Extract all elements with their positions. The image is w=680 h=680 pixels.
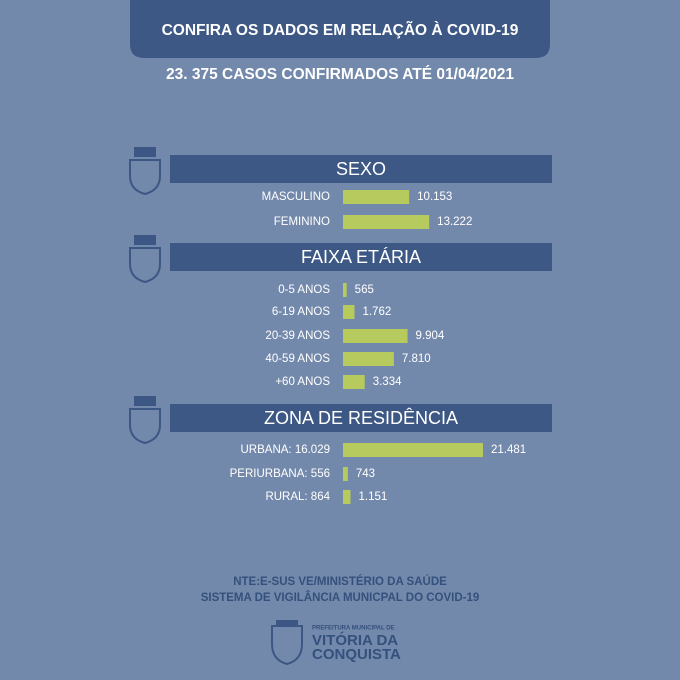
title-banner (130, 0, 550, 58)
crest-crown (134, 147, 156, 157)
logo: PREFEITURA MUNICIPAL DE VITÓRIA DA CONQU… (271, 620, 401, 666)
section-header (170, 243, 552, 271)
bar (343, 352, 394, 366)
value-label: 9.904 (416, 330, 445, 342)
category-label: RURAL: 864 (265, 491, 330, 503)
category-label: 20-39 ANOS (265, 330, 330, 342)
crest-shield (129, 159, 161, 196)
bar (343, 375, 365, 389)
category-label: +60 ANOS (275, 376, 330, 388)
title: CONFIRA OS DADOS EM RELAÇÃO À COVID-19 (162, 21, 519, 39)
crest-icon (129, 396, 161, 445)
category-label: PERIURBANA: 556 (230, 468, 330, 480)
system: SISTEMA DE VIGILÂNCIA MUNICPAL DO COVID-… (201, 591, 480, 604)
logo-top: PREFEITURA MUNICIPAL DE (312, 626, 395, 632)
logo-line2: CONQUISTA (312, 646, 401, 663)
bar (343, 283, 347, 297)
value-label: 13.222 (437, 216, 472, 228)
category-label: FEMININO (274, 216, 330, 228)
section-title: ZONA DE RESIDÊNCIA (264, 408, 458, 428)
bar (343, 215, 430, 229)
value-label: 3.334 (373, 376, 402, 388)
value-label: 1.151 (359, 491, 388, 503)
value-label: 1.762 (362, 306, 391, 318)
crest-icon (129, 147, 161, 196)
bar (343, 305, 355, 319)
crest-shield (129, 247, 161, 284)
logo-line1: VITÓRIA DA (312, 631, 398, 649)
category-label: 0-5 ANOS (278, 284, 330, 296)
category-label: 6-19 ANOS (272, 306, 330, 318)
bar (343, 490, 351, 504)
crest-crown (134, 396, 156, 406)
logo-crest (271, 625, 303, 666)
source: NTE:E-SUS VE/MINISTÉRIO DA SAÚDE (233, 575, 447, 588)
logo-crown (276, 620, 298, 626)
crest-icon (129, 235, 161, 284)
section-title: SEXO (336, 159, 386, 179)
bar (343, 443, 483, 457)
value-label: 10.153 (417, 191, 452, 203)
category-label: URBANA: 16.029 (241, 444, 331, 456)
bar (343, 190, 410, 204)
section-header (170, 404, 552, 432)
crests (129, 147, 161, 445)
bar (343, 467, 348, 481)
category-label: MASCULINO (262, 191, 330, 203)
subtitle: 23. 375 CASOS CONFIRMADOS ATÉ 01/04/2021 (166, 66, 514, 83)
section-title: FAIXA ETÁRIA (301, 247, 421, 267)
value-label: 743 (356, 468, 375, 480)
crest-crown (134, 235, 156, 245)
crest-shield (129, 408, 161, 445)
value-label: 565 (355, 284, 374, 296)
category-label: 40-59 ANOS (265, 353, 330, 365)
section-header (170, 155, 552, 183)
value-label: 7.810 (402, 353, 431, 365)
bar (343, 329, 408, 343)
value-label: 21.481 (491, 444, 526, 456)
